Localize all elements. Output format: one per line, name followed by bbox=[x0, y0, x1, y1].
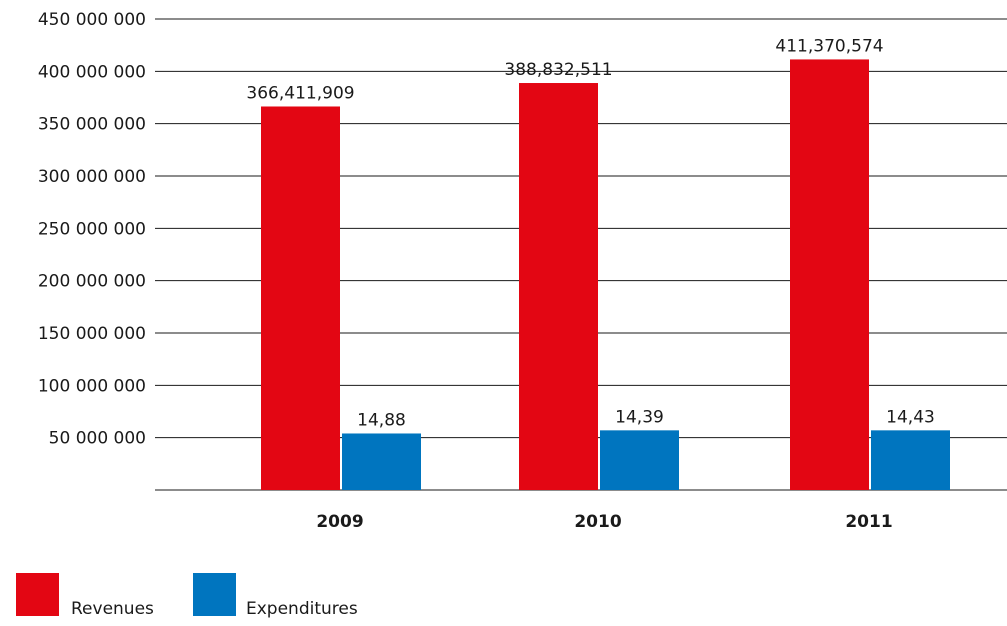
data-labels: 366,411,909 388,832,511 411,370,574 14,88 14… bbox=[246, 36, 934, 430]
data-label-expenditures-2010: 14,39 bbox=[615, 407, 664, 427]
bar-expenditures-2009 bbox=[342, 433, 421, 490]
y-tick-label: 250 000 000 bbox=[38, 219, 146, 239]
y-tick-label: 300 000 000 bbox=[38, 167, 146, 187]
bar-revenues-2010 bbox=[519, 83, 598, 490]
y-tick-label: 350 000 000 bbox=[38, 115, 146, 135]
y-tick-label: 150 000 000 bbox=[38, 324, 146, 344]
bar-revenues-2011 bbox=[790, 59, 869, 491]
data-label-revenues-2010: 388,832,511 bbox=[504, 60, 612, 80]
legend-swatch-expenditures bbox=[193, 573, 236, 616]
y-tick-label: 50 000 000 bbox=[49, 429, 146, 449]
data-label-expenditures-2009: 14,88 bbox=[357, 410, 406, 430]
y-tick-label: 450 000 000 bbox=[38, 10, 146, 30]
data-label-revenues-2011: 411,370,574 bbox=[775, 36, 883, 56]
y-axis-ticks: 50 000 000 100 000 000 150 000 000 200 000 … bbox=[38, 10, 146, 449]
y-tick-label: 400 000 000 bbox=[38, 62, 146, 82]
bar-revenues-2009 bbox=[261, 106, 340, 491]
legend-label-revenues: Revenues bbox=[71, 599, 154, 619]
category-label-2010: 2010 bbox=[574, 512, 621, 532]
category-label-2009: 2009 bbox=[316, 512, 363, 532]
category-label-2011: 2011 bbox=[845, 512, 892, 532]
y-tick-label: 100 000 000 bbox=[38, 376, 146, 396]
legend-swatch-revenues bbox=[16, 573, 59, 616]
legend: Revenues Expenditures bbox=[16, 573, 358, 619]
legend-label-expenditures: Expenditures bbox=[246, 599, 358, 619]
bars bbox=[261, 59, 950, 491]
data-label-expenditures-2011: 14,43 bbox=[886, 407, 935, 427]
data-label-revenues-2009: 366,411,909 bbox=[246, 83, 354, 103]
y-tick-label: 200 000 000 bbox=[38, 272, 146, 292]
x-axis-categories: 2009 2010 2011 bbox=[316, 512, 892, 532]
bar-expenditures-2010 bbox=[600, 430, 679, 490]
bar-expenditures-2011 bbox=[871, 430, 950, 490]
